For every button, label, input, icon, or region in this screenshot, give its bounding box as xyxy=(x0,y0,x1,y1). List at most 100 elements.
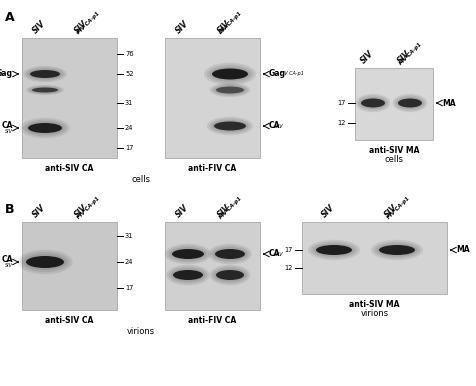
Ellipse shape xyxy=(212,266,248,283)
Text: SIV: SIV xyxy=(383,203,399,219)
Bar xyxy=(22,38,117,158)
Ellipse shape xyxy=(18,250,72,274)
Ellipse shape xyxy=(171,268,205,282)
Ellipse shape xyxy=(357,95,388,111)
Ellipse shape xyxy=(166,265,210,285)
Ellipse shape xyxy=(23,120,67,137)
Ellipse shape xyxy=(30,70,60,78)
Text: FIV CA-p1: FIV CA-p1 xyxy=(76,195,100,220)
Text: FIV: FIV xyxy=(276,124,284,129)
Ellipse shape xyxy=(311,242,357,259)
Text: anti-SIV MA: anti-SIV MA xyxy=(349,300,400,309)
Ellipse shape xyxy=(216,86,244,93)
Ellipse shape xyxy=(359,97,387,109)
Text: CA: CA xyxy=(1,121,13,130)
Text: 24: 24 xyxy=(125,125,133,131)
Text: SIV: SIV xyxy=(358,49,375,65)
Ellipse shape xyxy=(308,240,360,260)
Ellipse shape xyxy=(26,256,64,268)
Ellipse shape xyxy=(210,83,250,97)
Text: 76: 76 xyxy=(125,51,133,57)
Text: 17: 17 xyxy=(285,247,293,253)
Bar xyxy=(165,38,260,158)
Text: SIV: SIV xyxy=(174,203,190,219)
Text: FIV CA-p1: FIV CA-p1 xyxy=(219,11,243,36)
Ellipse shape xyxy=(209,66,251,81)
Ellipse shape xyxy=(28,86,62,94)
Text: A: A xyxy=(5,11,15,24)
Ellipse shape xyxy=(213,247,247,261)
Text: CA: CA xyxy=(269,249,280,259)
Text: CA: CA xyxy=(269,122,280,130)
Text: 17: 17 xyxy=(337,100,346,106)
Ellipse shape xyxy=(313,243,355,257)
Text: 24: 24 xyxy=(125,259,133,265)
Text: SIV: SIV xyxy=(216,19,232,35)
Ellipse shape xyxy=(215,249,245,259)
Text: anti-SIV CA: anti-SIV CA xyxy=(45,164,94,173)
Text: Gag: Gag xyxy=(269,69,286,78)
Ellipse shape xyxy=(28,69,62,80)
Ellipse shape xyxy=(204,63,256,85)
Ellipse shape xyxy=(30,86,60,93)
Ellipse shape xyxy=(26,67,65,81)
Ellipse shape xyxy=(316,245,352,255)
Ellipse shape xyxy=(212,68,248,80)
Text: SIV: SIV xyxy=(73,19,89,35)
Text: FIV CA-p1: FIV CA-p1 xyxy=(76,11,100,36)
Text: SIV: SIV xyxy=(396,49,412,65)
Ellipse shape xyxy=(167,245,209,262)
Ellipse shape xyxy=(20,252,69,272)
Ellipse shape xyxy=(356,94,390,112)
Text: FIV CA-p1: FIV CA-p1 xyxy=(399,41,423,66)
Text: SIV: SIV xyxy=(174,19,190,35)
Ellipse shape xyxy=(208,244,252,264)
Text: SIV: SIV xyxy=(30,203,47,219)
Ellipse shape xyxy=(207,64,253,83)
Text: 12: 12 xyxy=(285,265,293,271)
Ellipse shape xyxy=(210,245,249,262)
Ellipse shape xyxy=(23,254,67,270)
Text: 52: 52 xyxy=(125,71,133,77)
Ellipse shape xyxy=(374,242,420,259)
Text: anti-SIV MA: anti-SIV MA xyxy=(369,146,419,155)
Ellipse shape xyxy=(214,85,246,95)
Ellipse shape xyxy=(212,120,248,132)
Text: cells: cells xyxy=(131,175,150,184)
Ellipse shape xyxy=(210,265,250,285)
Text: SIV: SIV xyxy=(73,203,89,219)
Text: anti-SIV CA: anti-SIV CA xyxy=(45,316,94,325)
Text: FIV CA-p1: FIV CA-p1 xyxy=(386,195,410,220)
Bar xyxy=(302,222,447,294)
Text: FIV CA-p1: FIV CA-p1 xyxy=(279,71,303,76)
Ellipse shape xyxy=(26,85,64,95)
Text: SIV: SIV xyxy=(5,263,13,268)
Text: anti-FIV CA: anti-FIV CA xyxy=(188,316,237,325)
Ellipse shape xyxy=(28,123,62,133)
Text: Gag: Gag xyxy=(0,69,13,78)
Ellipse shape xyxy=(212,84,248,96)
Text: CA: CA xyxy=(1,255,13,264)
Ellipse shape xyxy=(25,121,65,135)
Text: SIV: SIV xyxy=(216,203,232,219)
Ellipse shape xyxy=(165,244,211,264)
Ellipse shape xyxy=(23,66,67,82)
Ellipse shape xyxy=(214,122,246,130)
Ellipse shape xyxy=(173,270,203,280)
Text: FIV CA-p1: FIV CA-p1 xyxy=(219,195,243,220)
Ellipse shape xyxy=(207,117,253,135)
Ellipse shape xyxy=(371,240,423,260)
Ellipse shape xyxy=(216,270,244,280)
Text: SIV: SIV xyxy=(30,19,47,35)
Text: 17: 17 xyxy=(125,285,133,291)
Text: anti-FIV CA: anti-FIV CA xyxy=(188,164,237,173)
Text: cells: cells xyxy=(385,155,404,164)
Ellipse shape xyxy=(395,95,426,111)
Ellipse shape xyxy=(377,243,418,257)
Text: SIV: SIV xyxy=(5,129,13,134)
Text: FIV: FIV xyxy=(276,252,284,257)
Ellipse shape xyxy=(32,88,58,93)
Text: 31: 31 xyxy=(125,100,133,106)
Ellipse shape xyxy=(396,97,424,109)
Text: 31: 31 xyxy=(125,233,133,239)
